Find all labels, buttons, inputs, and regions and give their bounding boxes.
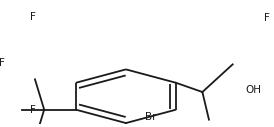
Text: OH: OH <box>246 85 262 95</box>
Text: F: F <box>264 13 270 23</box>
Text: Br: Br <box>145 112 156 122</box>
Text: F: F <box>30 105 35 115</box>
Text: F: F <box>0 59 5 68</box>
Text: F: F <box>30 12 35 22</box>
